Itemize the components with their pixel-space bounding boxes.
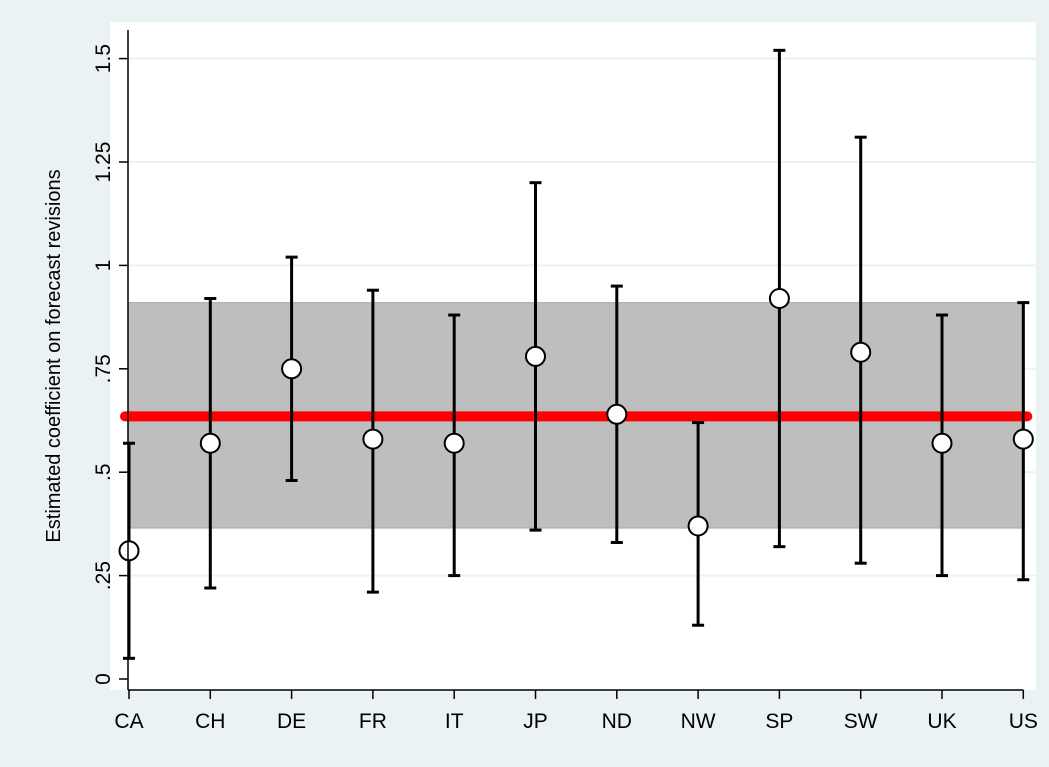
estimate-point-nd [606, 403, 628, 425]
x-tick-label: JP [523, 710, 548, 733]
y-tick-label: 1 [92, 260, 115, 272]
y-tick-label: 1.25 [92, 142, 115, 183]
estimate-point-uk [931, 432, 953, 454]
estimate-point-nw [687, 515, 709, 537]
estimate-point-it [443, 432, 465, 454]
y-axis-title: Estimated coefficient on forecast revisi… [43, 169, 65, 542]
x-tick-label: DE [277, 710, 306, 733]
x-tick-label: CH [195, 710, 225, 733]
y-tick-label: .75 [92, 354, 115, 383]
estimate-point-sw [850, 341, 872, 363]
x-tick-label: SP [765, 710, 793, 733]
y-tick-label: 0 [92, 673, 115, 685]
estimate-point-fr [362, 428, 384, 450]
x-tick-label: SW [844, 710, 878, 733]
estimate-point-ca [118, 540, 140, 562]
estimate-point-jp [525, 345, 546, 367]
x-tick-label: ND [602, 710, 632, 733]
estimate-point-us [1012, 428, 1034, 450]
x-tick-label: UK [927, 710, 956, 733]
axes [119, 30, 1025, 699]
y-tick-labels: 0 .25 .5 .75 1 1.25 1.5 [92, 44, 115, 685]
y-tick-label: 1.5 [92, 44, 115, 73]
estimate-points [118, 287, 1034, 562]
x-tick-label: FR [359, 710, 387, 733]
estimate-point-sp [768, 287, 790, 309]
x-tick-label: CA [114, 710, 143, 733]
y-tick-label: .5 [92, 463, 115, 481]
x-tick-label: NW [681, 710, 716, 733]
estimate-point-de [281, 358, 303, 380]
estimate-point-ch [199, 432, 221, 454]
x-tick-label: US [1009, 710, 1038, 733]
x-tick-label: IT [445, 710, 464, 733]
x-tick-labels: CA CH DE FR IT JP ND NW SP SW UK US [114, 710, 1037, 733]
y-tick-label: .25 [92, 561, 115, 590]
